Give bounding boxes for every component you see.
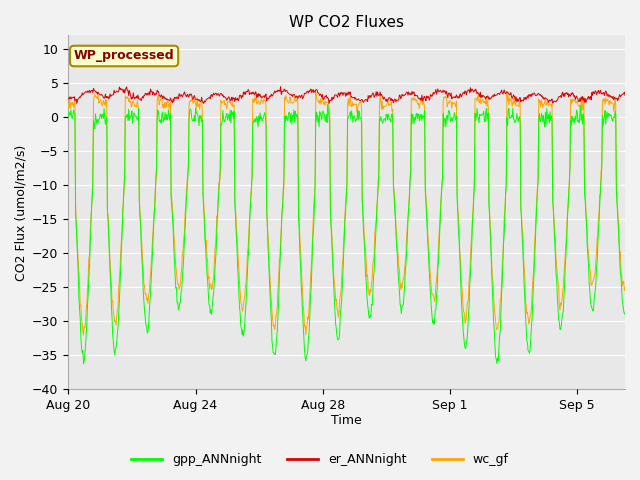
Text: WP_processed: WP_processed [74,49,175,62]
Y-axis label: CO2 Flux (umol/m2/s): CO2 Flux (umol/m2/s) [15,144,28,280]
Legend: gpp_ANNnight, er_ANNnight, wc_gf: gpp_ANNnight, er_ANNnight, wc_gf [126,448,514,471]
X-axis label: Time: Time [332,414,362,427]
Title: WP CO2 Fluxes: WP CO2 Fluxes [289,15,404,30]
